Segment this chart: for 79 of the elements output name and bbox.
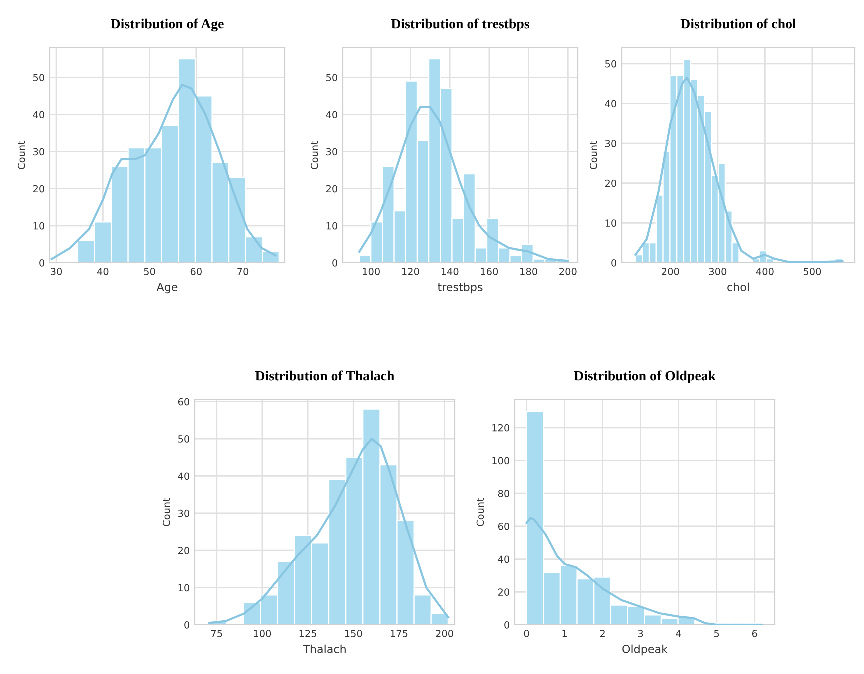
y-tick-label: 0 (40, 259, 44, 267)
y-tick-label: 0 (332, 259, 338, 267)
y-tick-label: 50 (606, 60, 616, 68)
x-tick-label: 3 (638, 630, 644, 638)
x-axis-title: Age (156, 283, 178, 294)
y-tick-label: 40 (498, 556, 510, 564)
y-tick-label: 100 (492, 457, 510, 465)
y-tick-label: 10 (326, 222, 338, 230)
y-axis-title: Count (476, 498, 484, 526)
y-tick-label: 10 (606, 220, 616, 228)
y-tick-label: 20 (498, 588, 510, 596)
y-axis-title: Count (310, 141, 318, 170)
y-tick-label: 40 (33, 111, 44, 119)
x-tick-label: 100 (254, 630, 272, 638)
x-tick-label: 75 (211, 630, 222, 638)
y-tick-label: 10 (178, 584, 190, 592)
x-tick-label: 175 (390, 630, 408, 638)
y-tick-label: 20 (326, 185, 338, 193)
x-tick-label: 60 (190, 268, 202, 276)
x-tick-label: 200 (560, 268, 577, 276)
y-axis-title: Count (590, 141, 598, 170)
line-series (208, 438, 450, 624)
y-tick-label: 40 (178, 472, 190, 480)
x-tick-label: 400 (756, 268, 774, 276)
y-tick-label: 60 (498, 522, 510, 530)
x-tick-label: 125 (300, 630, 316, 638)
y-tick-label: 30 (34, 148, 44, 156)
x-tick-label: 2 (600, 630, 605, 638)
x-tick-label: 140 (442, 268, 459, 276)
x-tick-label: 30 (51, 268, 62, 276)
x-axis-title: Oldpeak (622, 644, 668, 656)
y-axis-title: Count (18, 141, 26, 170)
x-tick-label: 0 (524, 630, 530, 638)
y-tick-label: 40 (326, 111, 338, 119)
x-tick-label: 200 (662, 268, 680, 276)
x-tick-label: 150 (345, 630, 362, 638)
y-tick-label: 40 (605, 100, 616, 108)
y-tick-label: 60 (178, 398, 190, 406)
x-tick-label: 160 (481, 268, 498, 276)
line-series (634, 76, 844, 263)
x-tick-label: 100 (363, 268, 380, 276)
y-tick-label: 30 (326, 148, 338, 156)
x-axis-title: Thalach (303, 644, 346, 654)
chart-title: Distribution of Thalach (256, 370, 395, 381)
y-tick-label: 0 (504, 621, 510, 629)
y-tick-label: 10 (34, 222, 44, 230)
x-tick-label: 300 (709, 268, 727, 276)
y-tick-label: 20 (178, 547, 190, 554)
y-tick-label: 30 (606, 140, 616, 148)
x-axis-title: chol (728, 282, 749, 292)
x-tick-label: 1 (562, 630, 567, 638)
x-tick-label: 40 (97, 268, 109, 276)
chart-title: Distribution of Age (111, 18, 224, 32)
line-series (526, 517, 764, 625)
y-tick-label: 0 (184, 621, 190, 629)
y-tick-label: 120 (492, 424, 510, 432)
y-tick-label: 0 (612, 259, 616, 267)
x-tick-label: 200 (436, 630, 454, 638)
x-tick-label: 5 (714, 630, 720, 638)
chart-title: Distribution of trestbps (391, 18, 530, 32)
x-tick-label: 180 (520, 268, 538, 276)
x-tick-label: 50 (144, 268, 156, 276)
y-tick-label: 20 (33, 185, 44, 193)
x-tick-label: 500 (804, 268, 822, 276)
x-tick-label: 6 (752, 630, 758, 638)
y-tick-label: 80 (498, 490, 510, 498)
chart-title: Distribution of chol (680, 18, 796, 29)
x-tick-label: 70 (238, 268, 249, 276)
y-tick-label: 50 (34, 74, 44, 82)
chart-title: Distribution of Oldpeak (574, 370, 716, 384)
line-series (358, 106, 570, 262)
x-tick-label: 4 (676, 630, 682, 638)
y-tick-label: 20 (605, 180, 616, 188)
y-tick-label: 50 (178, 436, 190, 443)
y-axis-title: Count (162, 498, 170, 526)
x-tick-label: 120 (402, 268, 420, 276)
y-tick-label: 50 (326, 74, 338, 82)
y-tick-label: 30 (178, 510, 190, 518)
x-axis-title: trestbps (438, 282, 483, 294)
